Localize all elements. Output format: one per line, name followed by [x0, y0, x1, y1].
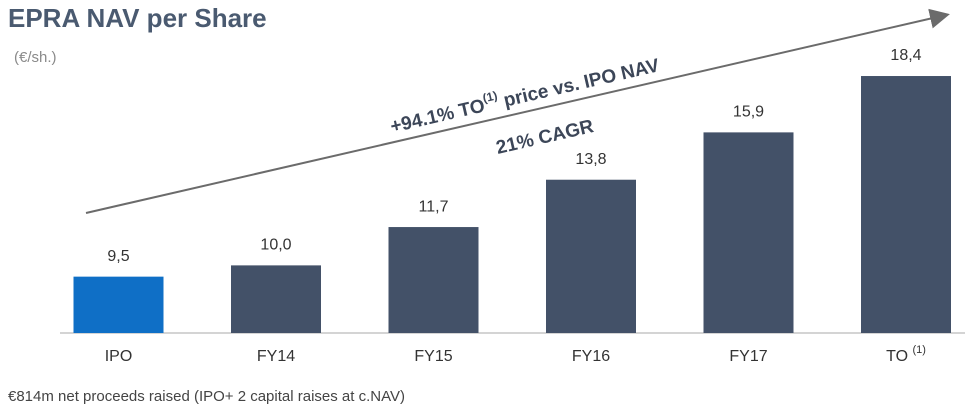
bar — [73, 276, 164, 333]
category-superscript: (1) — [912, 344, 925, 356]
chart-title: EPRA NAV per Share — [8, 3, 267, 33]
bar — [546, 179, 636, 333]
category: FY15 — [414, 348, 452, 365]
annotation: +94.1% TO(1) price vs. IPO NAV — [388, 52, 662, 138]
chart-subtitle: (€/sh.) — [14, 49, 57, 66]
x-tick-label: TO (1) — [886, 344, 926, 365]
bar — [231, 265, 321, 333]
x-tick-label: FY16 — [572, 348, 610, 365]
value-label: 11,7 — [419, 198, 449, 215]
footnote: €814m net proceeds raised (IPO+ 2 capita… — [8, 388, 405, 405]
category: FY17 — [729, 348, 767, 365]
x-tick-label: FY17 — [729, 348, 767, 365]
value-label: 10,0 — [260, 237, 291, 254]
bar — [388, 227, 479, 333]
value-label: 13,8 — [575, 151, 606, 168]
category: FY14 — [257, 348, 295, 365]
x-tick-label: FY14 — [257, 348, 295, 365]
category: FY16 — [572, 348, 610, 365]
x-tick-label: IPO — [105, 348, 133, 365]
category: TO — [886, 348, 908, 365]
bar — [703, 132, 794, 333]
x-tick-label: FY15 — [414, 348, 452, 365]
annotation-part: price vs. IPO NAV — [497, 55, 662, 113]
category: IPO — [105, 348, 133, 365]
value-label: 18,4 — [890, 47, 921, 64]
trend-arrow — [85, 8, 950, 214]
annotation-superscript: (1) — [481, 89, 498, 106]
bar — [861, 76, 951, 334]
value-label: 15,9 — [733, 104, 764, 121]
value-label: 9,5 — [107, 248, 129, 265]
